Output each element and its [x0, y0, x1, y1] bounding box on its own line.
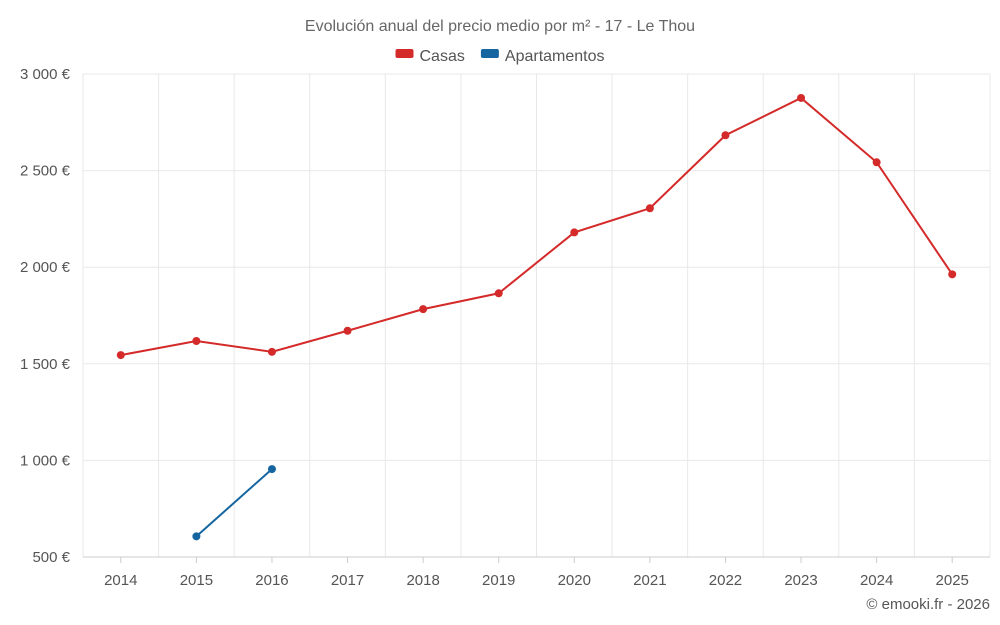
x-tick-label: 2018	[406, 572, 439, 589]
y-tick-label: 3 000 €	[20, 66, 71, 83]
x-tick-label: 2016	[255, 572, 288, 589]
legend-item-casas[interactable]: Casas	[395, 48, 465, 65]
data-point[interactable]	[872, 158, 881, 167]
legend-item-apartamentos[interactable]: Apartamentos	[480, 48, 605, 65]
legend-swatch	[395, 49, 414, 58]
y-tick-label: 500 €	[32, 549, 70, 566]
legend-label: Casas	[420, 48, 465, 65]
data-point[interactable]	[419, 305, 428, 314]
x-tick-label: 2014	[104, 572, 137, 589]
data-point[interactable]	[948, 270, 957, 279]
series-line	[195, 468, 273, 538]
data-point[interactable]	[267, 347, 276, 356]
data-point[interactable]	[267, 465, 276, 474]
x-tick-label: 2015	[180, 572, 213, 589]
data-point[interactable]	[797, 93, 806, 102]
x-tick-label: 2020	[558, 572, 591, 589]
axes: 500 € 1 000 € 1 500 € 2 000 € 2 500 € 3 000 €…	[20, 66, 990, 589]
data-point[interactable]	[343, 326, 352, 335]
series-line	[120, 96, 954, 357]
y-tick-label: 2 500 €	[20, 163, 71, 180]
legend-label: Apartamentos	[505, 48, 605, 65]
data-point[interactable]	[192, 337, 201, 346]
series-apartamentos	[192, 465, 276, 541]
grid	[82, 73, 991, 558]
data-point[interactable]	[645, 204, 654, 213]
series-casas	[116, 93, 957, 360]
x-tick-label: 2023	[784, 572, 817, 589]
data-point[interactable]	[192, 532, 201, 541]
credit-text: © emooki.fr - 2026	[866, 596, 990, 613]
data-point[interactable]	[494, 289, 503, 298]
y-tick-label: 1 500 €	[20, 356, 71, 373]
data-point[interactable]	[721, 131, 730, 140]
x-tick-label: 2025	[936, 572, 969, 589]
x-tick-label: 2017	[331, 572, 364, 589]
x-tick-label: 2021	[633, 572, 666, 589]
y-tick-label: 2 000 €	[20, 259, 71, 276]
y-tick-label: 1 000 €	[20, 452, 71, 469]
x-tick-label: 2019	[482, 572, 515, 589]
series-group	[116, 93, 957, 541]
data-point[interactable]	[116, 351, 125, 360]
data-point[interactable]	[570, 228, 579, 237]
legend: Casas Apartamentos	[395, 48, 605, 65]
x-tick-label: 2022	[709, 572, 742, 589]
legend-swatch	[480, 49, 499, 58]
x-tick-label: 2024	[860, 572, 893, 589]
chart-title: Evolución anual del precio medio por m² …	[305, 18, 695, 35]
